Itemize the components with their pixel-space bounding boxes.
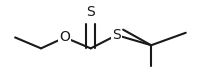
Text: S: S <box>112 28 121 42</box>
Text: O: O <box>59 30 70 44</box>
Text: S: S <box>86 6 95 20</box>
